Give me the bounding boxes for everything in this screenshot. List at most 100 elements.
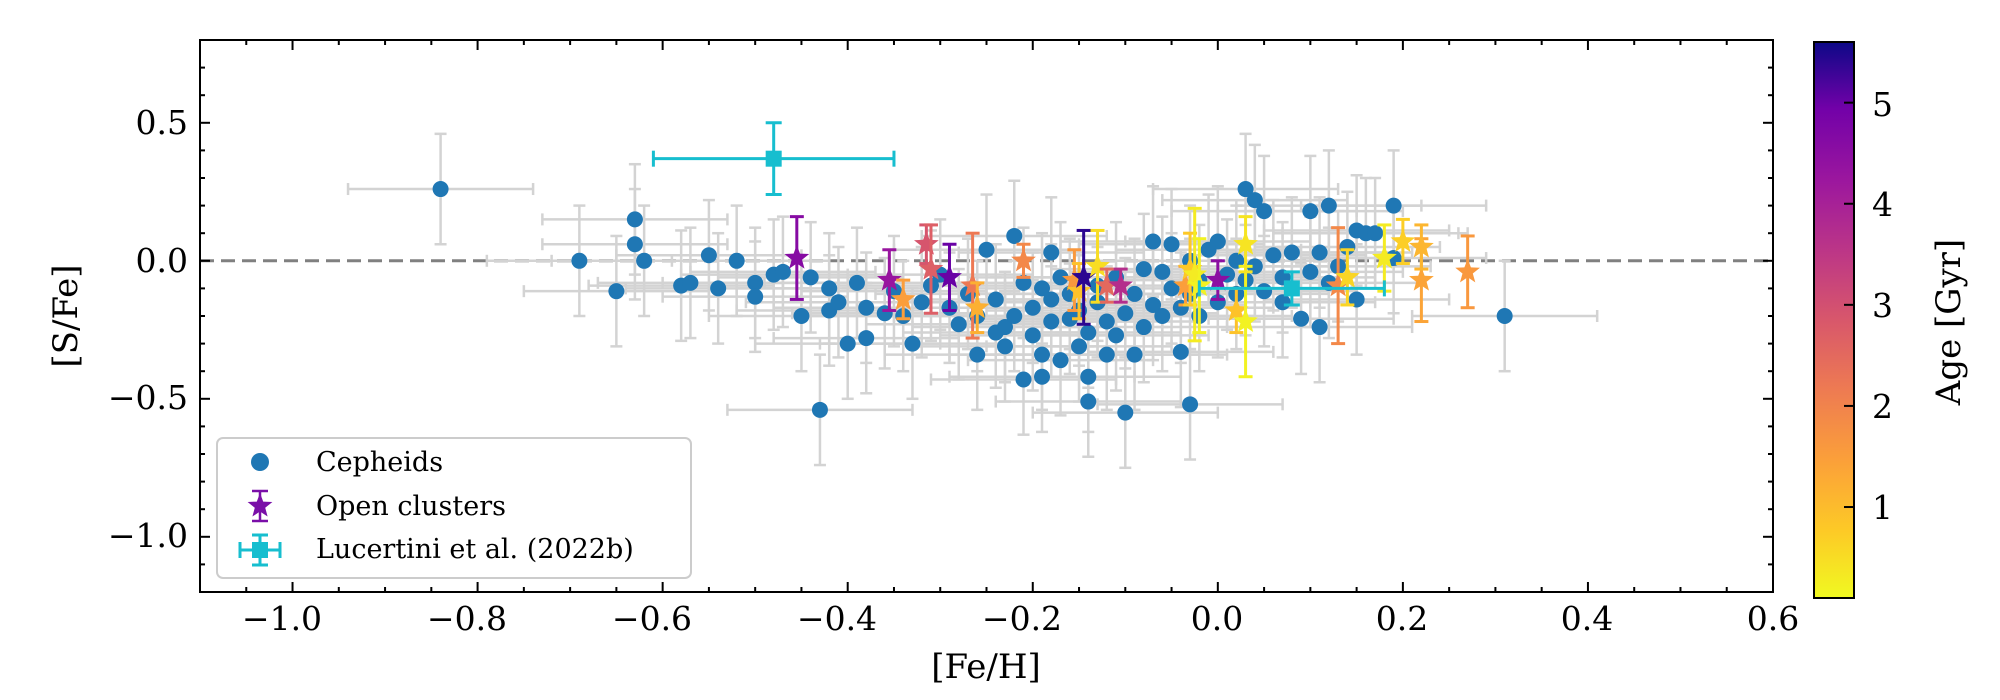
open-cluster-point [1205, 259, 1231, 301]
cepheid-point [1256, 283, 1273, 300]
cepheid-point [1145, 233, 1162, 250]
cepheid-point [728, 252, 745, 269]
colorbar-ticks: 1 2 3 4 5 [1844, 85, 1893, 527]
y-tick-label: −0.5 [108, 378, 188, 417]
cepheid-point [1163, 280, 1180, 297]
cepheid-point [848, 274, 865, 291]
cepheid-point [1117, 305, 1134, 322]
cepheid-points [432, 181, 1513, 421]
cepheid-point [1126, 285, 1143, 302]
cepheid-point [839, 335, 856, 352]
cepheid-point [1348, 291, 1365, 308]
cepheid-point [1283, 244, 1300, 261]
axis-ticks [199, 39, 1774, 593]
cepheid-point [1080, 368, 1097, 385]
legend-lucertini-marker [238, 533, 282, 567]
x-tick-label: −0.8 [427, 599, 507, 638]
cepheid-point [1302, 263, 1319, 280]
cepheid-point [626, 236, 643, 253]
cepheid-point [1080, 324, 1097, 341]
cepheid-point [432, 181, 449, 198]
open-cluster-point [960, 231, 985, 340]
cepheid-point [710, 280, 727, 297]
open-cluster-point [877, 248, 902, 312]
cepheid-point [1246, 258, 1263, 275]
cepheid-point [987, 291, 1004, 308]
cepheid-point [913, 294, 930, 311]
cepheid-point [626, 211, 643, 228]
lucertini-points [651, 121, 1386, 307]
open-cluster-point [1325, 226, 1351, 346]
legend: Cepheids Open clusters Lucertini et al. … [216, 437, 692, 579]
legend-open-clusters-marker [247, 489, 273, 523]
cepheid-point [904, 335, 921, 352]
cepheid-point [1172, 343, 1189, 360]
cepheid-point [997, 338, 1014, 355]
cepheid-point [821, 280, 838, 297]
colorbar-gradient [1813, 41, 1855, 599]
legend-box [216, 437, 692, 579]
cepheid-point [1163, 236, 1180, 253]
cepheid-point [1367, 225, 1384, 242]
cepheid-point [1154, 263, 1171, 280]
colorbar-tick-label: 2 [1872, 387, 1893, 426]
cepheid-point [1256, 203, 1273, 220]
cepheid-point [1024, 327, 1041, 344]
cepheid-point [1052, 352, 1069, 369]
cepheid-point [571, 252, 588, 269]
cepheid-point [1228, 252, 1245, 269]
colorbar-tick-label: 1 [1872, 488, 1893, 527]
cepheid-point [950, 316, 967, 333]
cepheid-point [858, 330, 875, 347]
cepheid-point [811, 401, 828, 418]
legend-lucertini-label: Lucertini et al. (2022b) [316, 534, 634, 565]
cepheid-point [1293, 310, 1310, 327]
cepheid-point [1145, 296, 1162, 313]
cepheid-point [1043, 313, 1060, 330]
cepheid-point [1006, 227, 1023, 244]
x-tick-label: 0.4 [1561, 599, 1613, 638]
cepheid-point [1015, 371, 1032, 388]
x-tick-label: −0.6 [612, 599, 692, 638]
open-cluster-point [937, 242, 962, 312]
open-cluster-point [1409, 223, 1434, 271]
x-tick-label: 0.6 [1747, 599, 1799, 638]
x-tick-label: −0.2 [982, 599, 1062, 638]
cepheid-point [1496, 308, 1513, 324]
y-tick-labels: −1.0 −0.5 0.0 0.5 [108, 103, 188, 555]
y-tick-label: 0.0 [136, 241, 188, 280]
cepheid-point [1302, 203, 1319, 220]
cepheid-point [1043, 291, 1060, 308]
cepheid-point [1385, 197, 1402, 214]
y-axis-label: [S/Fe] [46, 264, 86, 367]
plot-area [200, 121, 1773, 470]
open-cluster-point [1094, 267, 1120, 304]
cepheid-point [1126, 346, 1143, 363]
cepheid-point [830, 294, 847, 311]
colorbar-tick-label: 5 [1872, 85, 1893, 124]
open-cluster-point [1071, 228, 1096, 326]
x-tick-label: −1.0 [242, 599, 322, 638]
cepheid-point [1034, 368, 1051, 385]
cepheid-point [636, 252, 653, 269]
x-axis-label: [Fe/H] [931, 647, 1041, 687]
cepheid-point [1117, 404, 1134, 421]
open-cluster-point [1455, 234, 1480, 310]
colorbar: 1 2 3 4 5 Age [Gyr] [1813, 41, 1969, 599]
cepheid-point [682, 274, 699, 291]
cepheid-point [1006, 308, 1023, 324]
cepheid-point [1209, 233, 1226, 250]
y-tick-label: 0.5 [136, 103, 188, 142]
cepheid-point [1135, 319, 1152, 336]
cepheid-point [1135, 261, 1152, 278]
cepheid-point [1098, 313, 1115, 330]
open-cluster-point [964, 281, 990, 335]
cepheid-point [1071, 338, 1088, 355]
open-cluster-point [784, 215, 810, 301]
cepheid-point [1311, 319, 1328, 336]
y-tick-label: −1.0 [108, 516, 188, 555]
open-cluster-point [1182, 206, 1208, 343]
open-cluster-point [1108, 267, 1133, 304]
cepheid-point [747, 288, 764, 305]
